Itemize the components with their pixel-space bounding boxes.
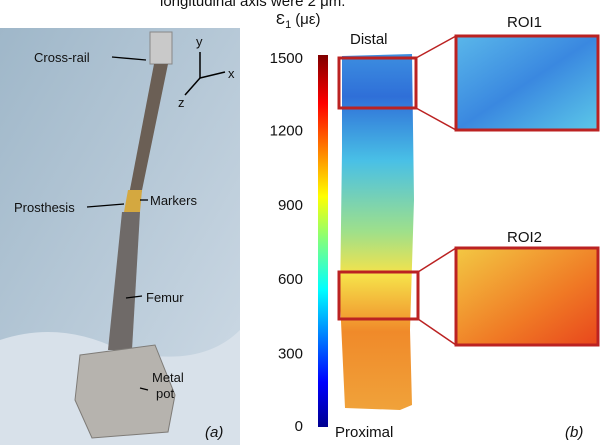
unit: (με) [295,11,320,28]
annotation: Metal [152,370,184,385]
roi-zoom [456,36,598,130]
connector [418,319,456,345]
colorbar [318,55,328,427]
axis-label: z [178,95,185,110]
colorbar-tick-label: 600 [278,271,303,288]
figure: longitudinal axis were 2 μm. y x z Cross… [0,0,602,445]
colorbar-tick-label: 0 [295,418,303,435]
colorbar-tick-label: 900 [278,197,303,214]
panel-label: (a) [205,424,223,441]
connector [416,108,456,130]
colorbar-title: Ɛ1 (με) [276,11,321,31]
subscript: 1 [285,19,291,31]
annotation: pot [156,386,174,401]
end-label: Proximal [335,424,393,441]
annotation: Femur [146,290,184,305]
axis-label: x [228,66,235,81]
cross-rail [150,32,172,64]
colorbar-tick-label: 300 [278,346,303,363]
roi-label: ROI2 [507,229,542,246]
symbol: Ɛ [276,11,285,28]
annotation: Prosthesis [14,200,75,215]
connector [418,248,456,272]
roi-label: ROI1 [507,14,542,31]
caption-fragment: longitudinal axis were 2 μm. [160,0,345,10]
roi-zoom [456,248,598,345]
annotation: Markers [150,193,197,208]
panel-label: (b) [565,424,583,441]
end-label: Distal [350,31,388,48]
connector [416,36,456,58]
colorbar-tick-label: 1500 [270,50,303,67]
axis-label: y [196,34,203,49]
annotation: Cross-rail [34,50,90,65]
colorbar-tick-label: 1200 [270,122,303,139]
